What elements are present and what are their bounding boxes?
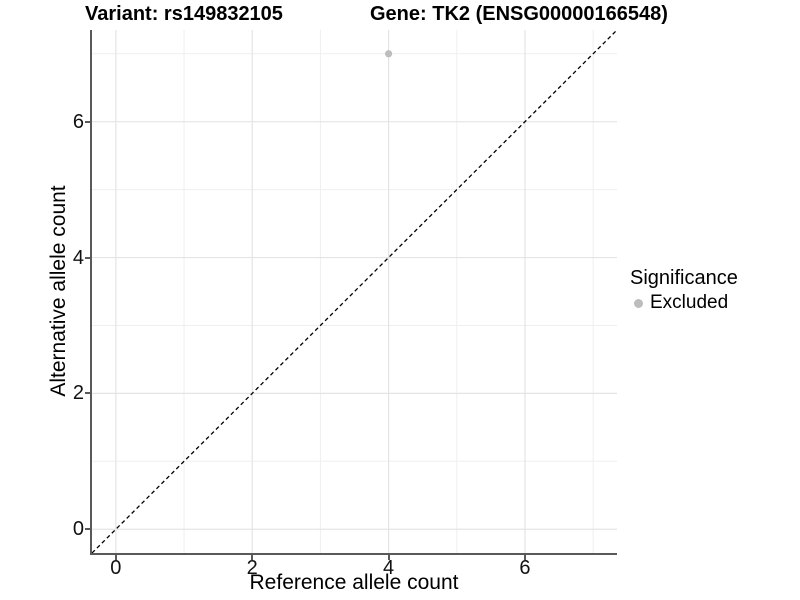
x-axis-label: Reference allele count <box>249 571 459 594</box>
y-tick-label-6: 6 <box>72 110 84 133</box>
y-axis-label: Alternative allele count <box>47 185 70 397</box>
plot-area-svg <box>92 30 617 553</box>
x-tick-6 <box>523 555 526 560</box>
x-tick-2 <box>251 555 254 560</box>
legend-point-icon <box>634 298 643 308</box>
legend-item-label: Excluded <box>650 292 729 313</box>
data-point-excluded <box>384 50 393 58</box>
y-tick-label-0: 0 <box>72 518 84 541</box>
plot-title-gene: Gene: TK2 (ENSG00000166548) <box>370 3 668 25</box>
x-tick-label-0: 0 <box>110 557 122 579</box>
x-tick-label-6: 6 <box>519 557 531 579</box>
legend-item-excluded: Excluded <box>630 292 738 314</box>
x-tick-4 <box>387 555 390 560</box>
legend: Significance Excluded <box>630 266 738 314</box>
legend-title: Significance <box>630 267 738 289</box>
x-tick-0 <box>114 555 117 560</box>
plot-title-variant: Variant: rs149832105 <box>85 3 283 25</box>
plot-panel <box>90 30 617 555</box>
identity-line <box>92 30 617 553</box>
